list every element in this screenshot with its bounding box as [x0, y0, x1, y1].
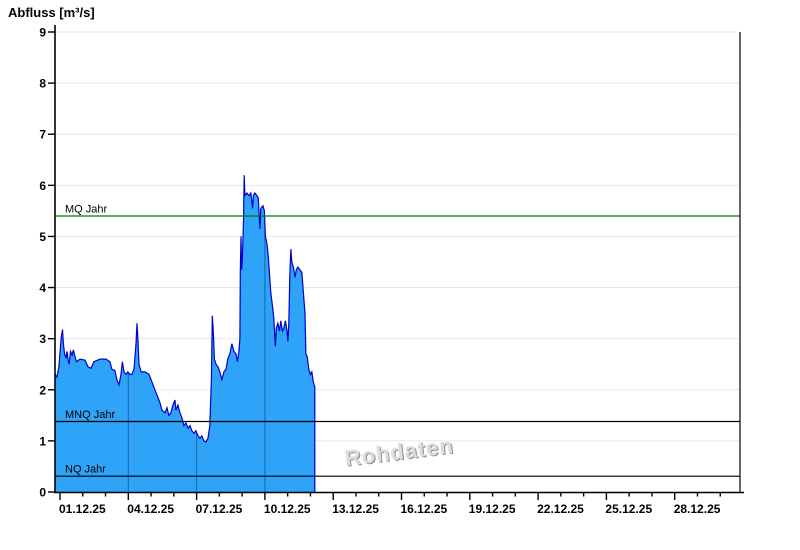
- discharge-area: [55, 175, 315, 492]
- x-tick-label: 13.12.25: [332, 502, 379, 516]
- y-tick-label: 4: [39, 281, 46, 295]
- x-tick-label: 07.12.25: [196, 502, 243, 516]
- y-tick-label: 7: [39, 128, 46, 142]
- x-tick-label: 04.12.25: [127, 502, 174, 516]
- y-tick-label: 3: [39, 332, 46, 346]
- y-tick-label: 5: [39, 230, 46, 244]
- y-tick-label: 2: [39, 383, 46, 397]
- chart-title: Abfluss [m³/s]: [8, 5, 95, 20]
- y-tick-label: 9: [39, 26, 46, 40]
- y-tick-label: 6: [39, 179, 46, 193]
- y-tick-label: 0: [39, 486, 46, 500]
- x-tick-label: 01.12.25: [59, 502, 106, 516]
- reference-line-label: NQ Jahr: [65, 464, 106, 476]
- x-tick-label: 19.12.25: [469, 502, 516, 516]
- x-tick-label: 16.12.25: [401, 502, 448, 516]
- x-tick-label: 22.12.25: [537, 502, 584, 516]
- y-tick-label: 8: [39, 77, 46, 91]
- reference-line-label: MQ Jahr: [65, 204, 108, 216]
- x-tick-label: 25.12.25: [605, 502, 652, 516]
- x-tick-label: 28.12.25: [674, 502, 721, 516]
- discharge-line: [54, 175, 316, 492]
- x-tick-label: 10.12.25: [264, 502, 311, 516]
- y-tick-label: 1: [39, 434, 46, 448]
- reference-line-label: MNQ Jahr: [65, 409, 115, 421]
